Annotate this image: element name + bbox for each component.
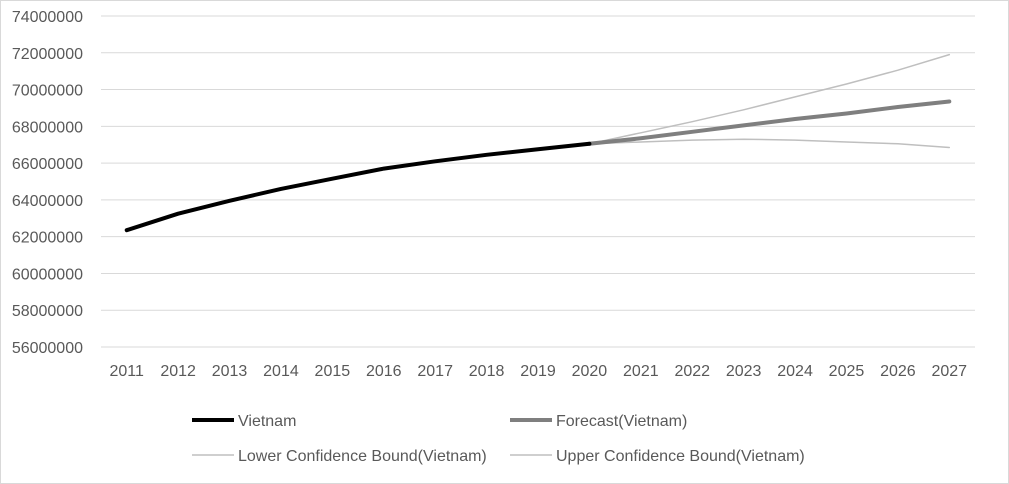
x-tick-label: 2015: [315, 363, 351, 380]
legend: Vietnam Forecast(Vietnam) Lower Confidence…: [192, 413, 805, 465]
y-tick-label: 66000000: [12, 156, 83, 173]
gridlines: [101, 15, 975, 348]
x-tick-label: 2026: [880, 363, 916, 380]
x-tick-label: 2020: [572, 363, 608, 380]
x-tick-label: 2011: [110, 363, 145, 380]
legend-label: Vietnam: [238, 413, 296, 430]
legend-label: Lower Confidence Bound(Vietnam): [238, 448, 487, 465]
x-axis-ticks: 2011 2012 2013 2014 2015 2016 2017 2018 2019 2020…: [110, 363, 968, 380]
x-tick-label: 2022: [674, 363, 710, 380]
series-line-0: [124, 141, 592, 233]
x-tick-label: 2018: [469, 363, 505, 380]
x-tick-label: 2014: [263, 363, 299, 380]
y-tick-label: 70000000: [12, 83, 83, 100]
y-tick-label: 60000000: [12, 266, 83, 283]
series-line-2: [588, 138, 951, 149]
x-tick-label: 2013: [212, 363, 248, 380]
x-tick-label: 2017: [417, 363, 453, 380]
x-tick-label: 2023: [726, 363, 762, 380]
y-tick-label: 74000000: [12, 9, 83, 26]
series-line-3: [588, 53, 951, 145]
y-tick-label: 58000000: [12, 303, 83, 320]
y-tick-label: 62000000: [12, 230, 83, 247]
x-tick-label: 2027: [931, 363, 967, 380]
legend-label: Forecast(Vietnam): [556, 413, 687, 430]
x-tick-label: 2016: [366, 363, 402, 380]
y-tick-label: 56000000: [12, 340, 83, 357]
x-tick-label: 2021: [623, 363, 659, 380]
x-tick-label: 2012: [160, 363, 196, 380]
x-tick-label: 2019: [520, 363, 556, 380]
y-axis-ticks: 74000000 72000000 70000000 68000000 66000000…: [12, 9, 83, 357]
series-line-1: [587, 99, 952, 146]
x-tick-label: 2024: [777, 363, 813, 380]
y-tick-label: 68000000: [12, 119, 83, 136]
x-tick-label: 2025: [829, 363, 865, 380]
series-lines: [124, 53, 952, 233]
y-tick-label: 72000000: [12, 46, 83, 63]
legend-label: Upper Confidence Bound(Vietnam): [556, 448, 805, 465]
y-tick-label: 64000000: [12, 193, 83, 210]
